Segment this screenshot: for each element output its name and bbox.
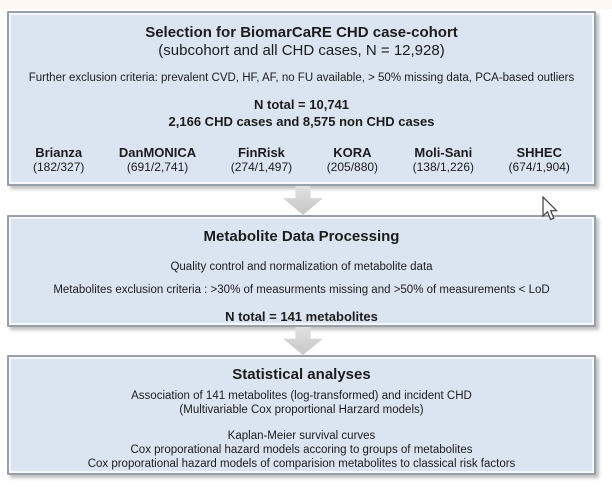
cohort-row: Brianza (182/327) DanMONICA (691/2,741) … <box>9 145 594 175</box>
cohort-name: Brianza <box>35 145 83 160</box>
cohort-moli-sani: Moli-Sani (138/1,226) <box>413 145 474 175</box>
selection-case-counts: 2,166 CHD cases and 8,575 non CHD cases <box>168 114 435 129</box>
cohort-shhec: SHHEC (674/1,904) <box>509 145 570 175</box>
down-arrow-icon <box>283 186 323 215</box>
cohort-counts: (274/1,497) <box>230 160 293 174</box>
cohort-name: Moli-Sani <box>414 145 473 160</box>
metabolite-n-total: N total = 141 metabolites <box>225 309 378 324</box>
statistical-analyses-box: Statistical analyses Association of 141 … <box>7 355 596 475</box>
cohort-name: SHHEC <box>516 145 562 160</box>
cohort-finrisk: FinRisk (274/1,497) <box>231 145 292 175</box>
cohort-name: FinRisk <box>237 145 285 160</box>
cohort-counts: (674/1,904) <box>508 160 570 174</box>
metabolite-processing-box: Metabolite Data Processing Quality contr… <box>7 215 596 327</box>
statistical-analyses-title: Statistical analyses <box>232 366 371 383</box>
selection-subtitle: (subcohort and all CHD cases, N = 12,928… <box>158 42 445 59</box>
down-arrow-icon <box>283 327 323 355</box>
cohort-kora: KORA (205/880) <box>327 145 378 175</box>
association-text: Association of 141 metabolites (log-tran… <box>131 390 472 402</box>
cox-comparison-text: Cox proporational hazard models of compa… <box>87 458 516 470</box>
page-background-strip <box>0 0 612 9</box>
metabolite-exclusion-text: Metabolites exclusion criteria : >30% of… <box>53 284 550 296</box>
metabolite-processing-title: Metabolite Data Processing <box>203 228 400 245</box>
selection-title: Selection for BiomarCaRE CHD case-cohort <box>145 24 458 41</box>
mouse-cursor-icon <box>542 196 559 221</box>
exclusion-criteria-text: Further exclusion criteria: prevalent CV… <box>28 72 575 84</box>
cohort-name: DanMONICA <box>118 145 197 160</box>
cohort-name: KORA <box>333 145 372 160</box>
cohort-danmonica: DanMONICA (691/2,741) <box>119 145 196 175</box>
cohort-counts: (205/880) <box>326 160 379 174</box>
selection-n-total: N total = 10,741 <box>253 97 350 112</box>
cohort-brianza: Brianza (182/327) <box>33 145 84 175</box>
kaplan-meier-text: Kaplan-Meier survival curves <box>227 430 376 442</box>
cohort-counts: (138/1,226) <box>412 160 474 174</box>
cohort-counts: (182/327) <box>33 160 85 174</box>
cox-groups-text: Cox proporational hazard models accoring… <box>130 444 473 456</box>
cohort-counts: (691/2,741) <box>126 160 189 174</box>
quality-control-text: Quality control and normalization of met… <box>170 261 433 273</box>
selection-box: Selection for BiomarCaRE CHD case-cohort… <box>7 11 596 186</box>
cox-models-text: (Multivariable Cox proportional Harzard … <box>179 404 424 416</box>
